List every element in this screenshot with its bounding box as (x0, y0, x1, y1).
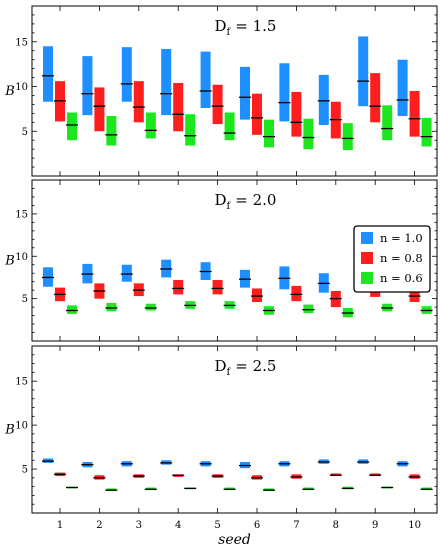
box-1-seed-3 (121, 47, 132, 102)
box-3-seed-4 (185, 114, 196, 146)
legend-swatch (361, 272, 373, 284)
y-tick-label: 15 (15, 377, 28, 388)
box-1-seed-4 (161, 48, 172, 116)
box-3-seed-2 (106, 116, 117, 146)
box-1-seed-9 (358, 36, 369, 107)
x-tick-label: 9 (372, 520, 378, 531)
panel-1: 5 10 15 B Df = 1.5 (4, 5, 438, 177)
x-tick-label: 2 (96, 520, 102, 531)
box-1-seed-1 (43, 46, 53, 102)
box-2-seed-4 (173, 82, 184, 132)
panel-title-symbol: D (215, 17, 227, 35)
box-3-seed-9 (382, 105, 393, 141)
box-3-seed-6 (264, 119, 274, 148)
box-1-seed-2 (82, 56, 93, 116)
legend-label: n = 0.6 (380, 271, 423, 285)
box-3-seed-7 (303, 304, 314, 314)
x-tick-label: 4 (175, 520, 181, 531)
box-3-seed-2 (106, 302, 117, 312)
box-3-seed-10 (421, 117, 432, 147)
box-1-seed-10 (397, 59, 408, 117)
box-2-seed-10 (409, 91, 420, 137)
box-2-seed-4 (173, 279, 184, 295)
y-tick-label: 10 (15, 252, 28, 263)
panel-2: 5 10 15 B Df = 2.0 n = 1.0 n = 0.8 n = 0.6 (4, 179, 438, 342)
x-tick-label: 1 (57, 520, 63, 531)
box-2-seed-6 (252, 93, 262, 135)
panel-title: Df = 2.0 (215, 191, 277, 212)
x-axis-label: seed (218, 532, 251, 548)
panel-title-symbol: D (215, 191, 227, 209)
box-3-seed-3 (145, 112, 156, 139)
box-1-seed-3 (121, 264, 132, 282)
box-3-seed-1 (67, 305, 77, 314)
y-tick-label: 5 (22, 465, 28, 476)
box-3-seed-1 (67, 112, 77, 141)
y-tick-label: 5 (22, 127, 28, 138)
box-1-seed-5 (200, 51, 211, 108)
panel-title-subscript: f (227, 201, 232, 212)
box-2-seed-5 (212, 279, 223, 295)
y-tick-label: 5 (22, 294, 28, 305)
y-tick-label: 10 (15, 82, 28, 93)
panel-title: Df = 2.5 (215, 357, 277, 378)
panel-title-value: = 1.5 (235, 17, 276, 35)
box-3-seed-5 (224, 112, 235, 141)
legend-label: n = 0.8 (380, 251, 423, 265)
box-2-seed-6 (252, 288, 262, 303)
panel-title-value: = 2.0 (235, 191, 276, 209)
panel-title: Df = 1.5 (215, 17, 277, 38)
legend-swatch (361, 252, 373, 264)
legend-label: n = 1.0 (380, 231, 423, 245)
plot-frame (31, 345, 438, 514)
y-axis-label: B (4, 423, 15, 438)
legend-swatch (361, 232, 373, 244)
x-tick-label: 3 (136, 520, 142, 531)
x-tick-label: 5 (214, 520, 220, 531)
y-tick-label: 15 (15, 209, 28, 220)
panel-title-subscript: f (227, 27, 232, 38)
panel-title-value: = 2.5 (235, 357, 276, 375)
panel-title-subscript: f (227, 367, 232, 378)
box-2-seed-9 (370, 73, 381, 123)
x-tick-label: 8 (333, 520, 339, 531)
box-2-seed-10 (409, 288, 420, 303)
box-3-seed-3 (145, 303, 156, 311)
x-tick-label: 7 (293, 520, 299, 531)
box-3-seed-8 (342, 123, 353, 151)
x-tick-label: 6 (254, 520, 260, 531)
panel-title-symbol: D (215, 357, 227, 375)
box-2-seed-5 (212, 84, 223, 125)
y-tick-label: 10 (15, 421, 28, 432)
box-2-seed-7 (291, 91, 302, 137)
box-1-seed-8 (318, 74, 329, 125)
y-axis-label: B (4, 84, 15, 99)
box-3-seed-7 (303, 118, 314, 150)
box-2-seed-7 (291, 285, 302, 302)
y-axis-label: B (4, 254, 15, 269)
box-1-seed-7 (279, 63, 290, 122)
box-1-seed-6 (240, 66, 250, 120)
box-2-seed-2 (94, 87, 105, 132)
y-tick-label: 15 (15, 37, 28, 48)
box-2-seed-3 (133, 81, 144, 123)
x-tick-label: 10 (408, 520, 421, 531)
